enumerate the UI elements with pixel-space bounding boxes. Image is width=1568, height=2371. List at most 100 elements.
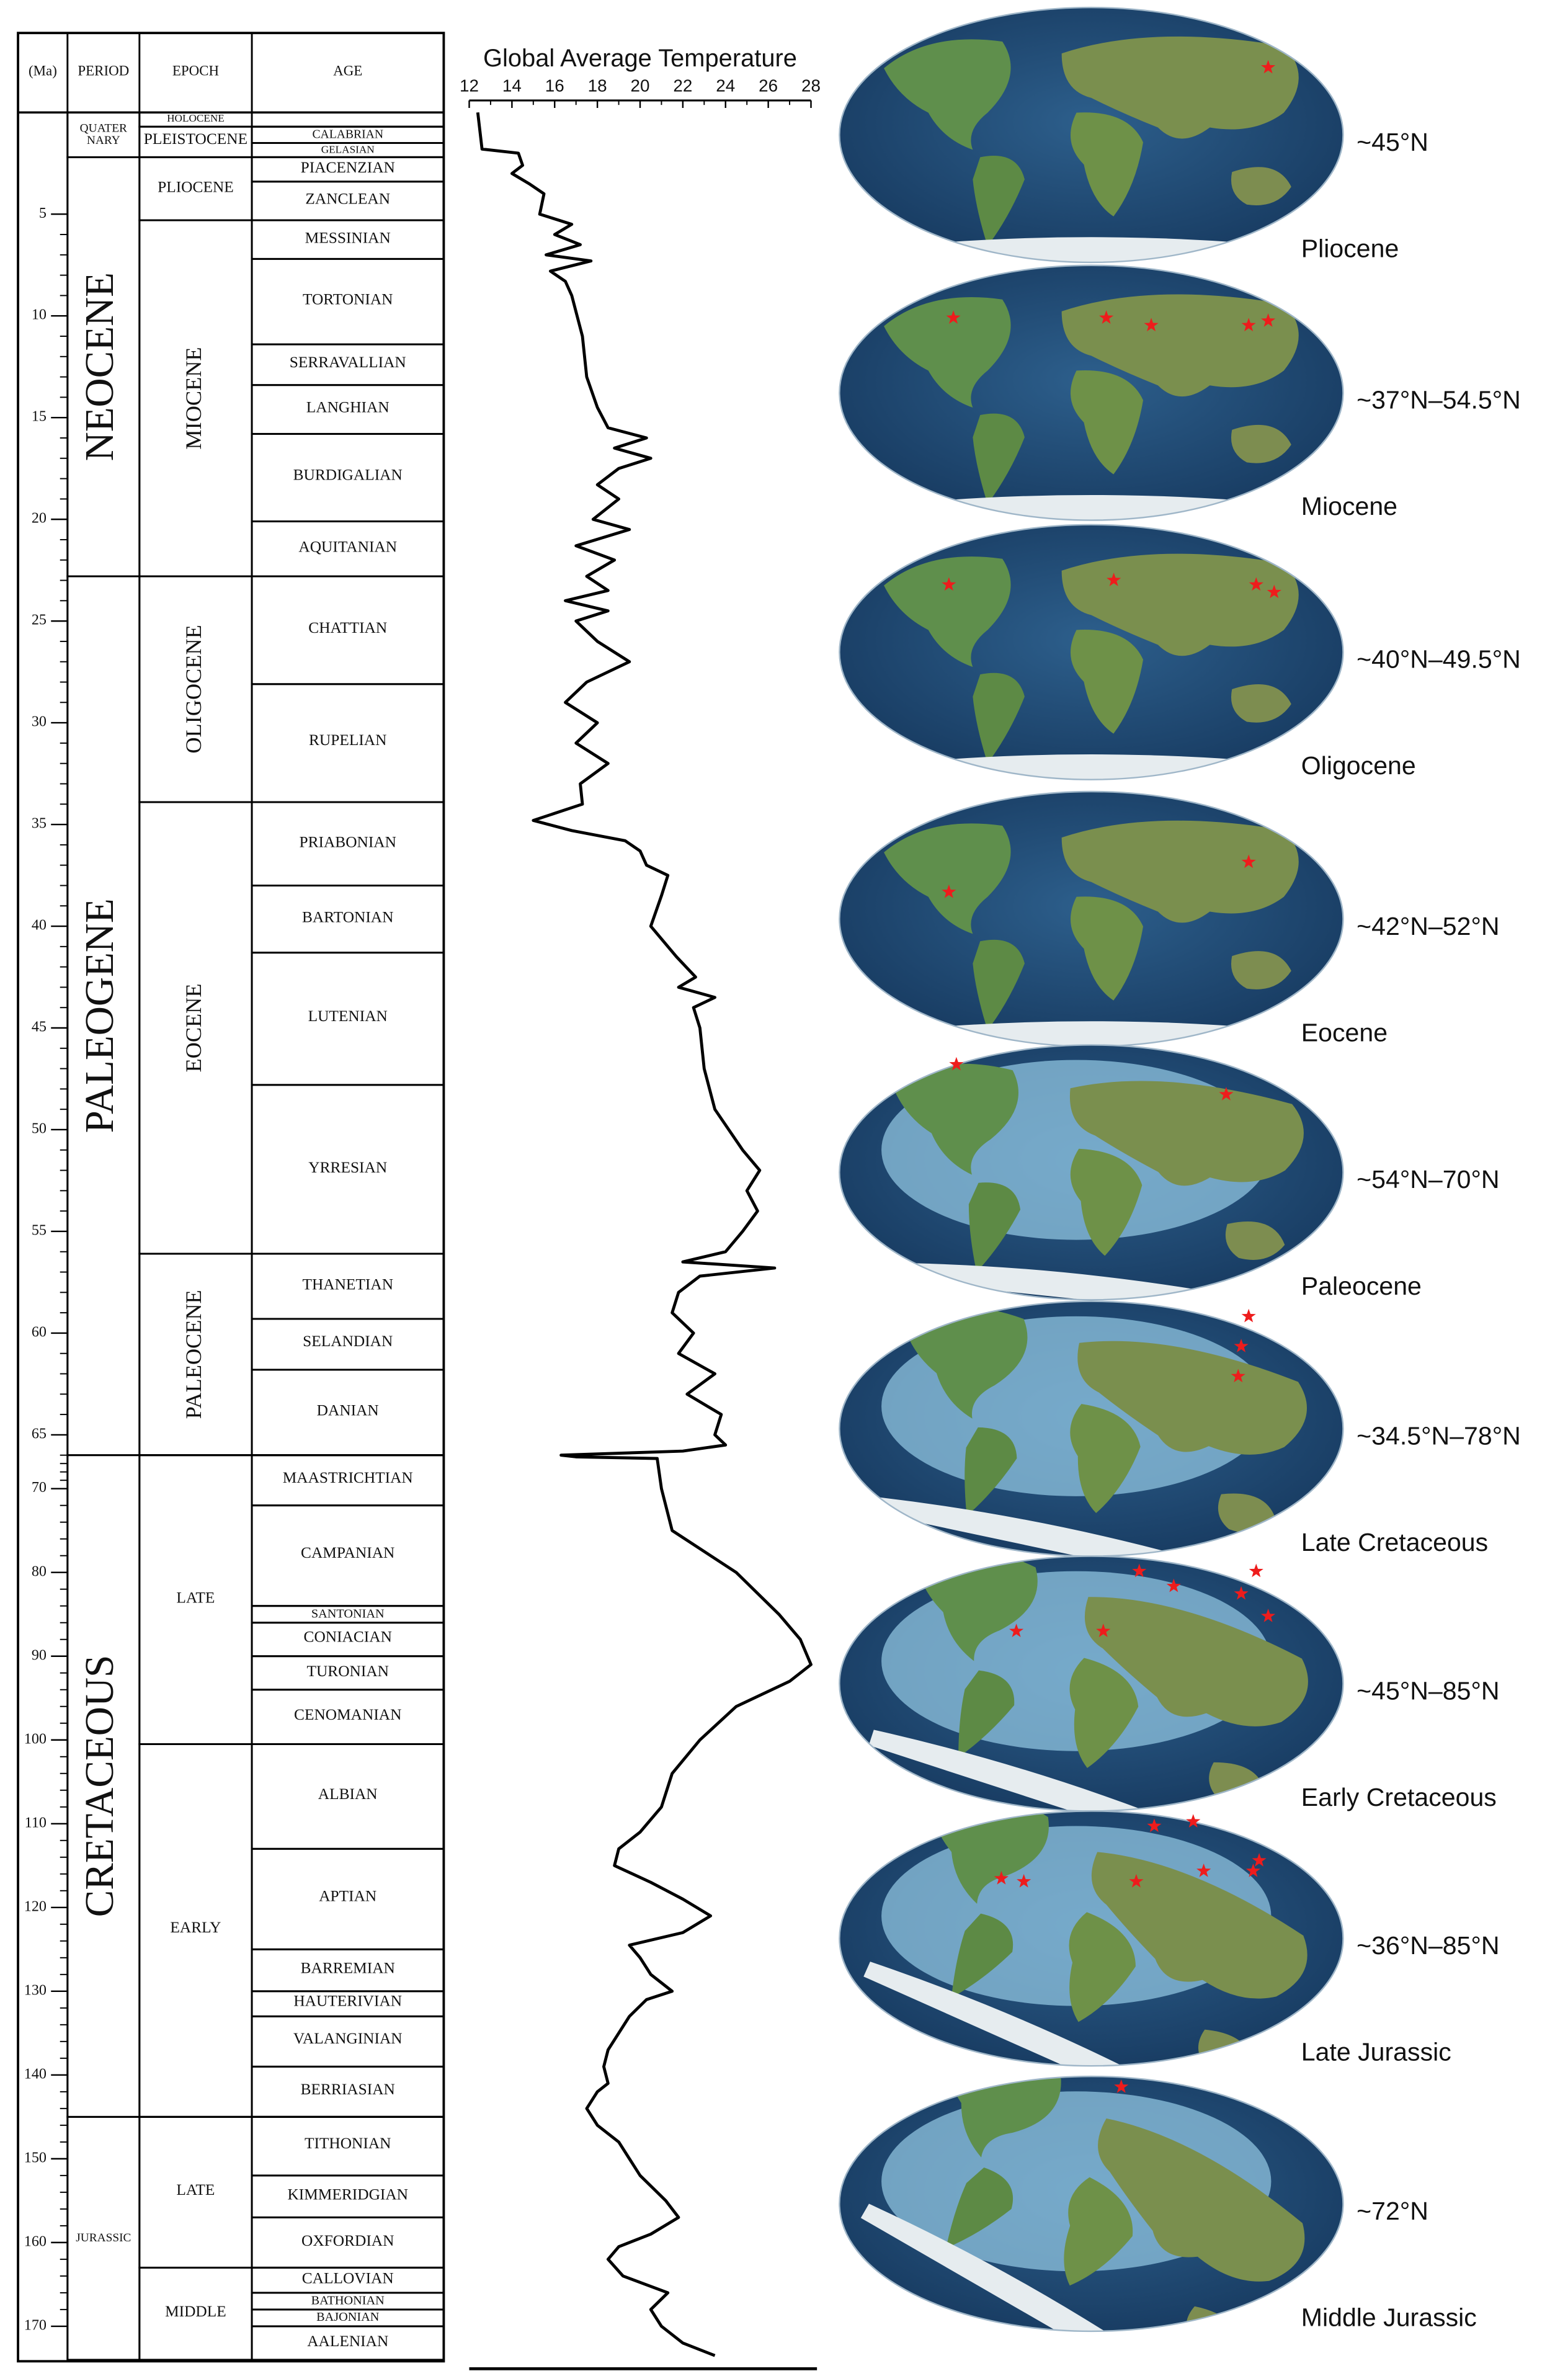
cell-label: VALANGINIAN: [293, 2032, 403, 2048]
cell-label: MIDDLE: [165, 2304, 226, 2321]
map-latitude: ~37°N–54.5°N: [1356, 386, 1521, 414]
cell-label: BURDIGALIAN: [293, 468, 403, 484]
cell-label: OXFORDIAN: [301, 2233, 394, 2250]
cell-text: HAUTERIVIAN: [293, 1994, 403, 2011]
cell-label: GELASIAN: [321, 143, 375, 156]
cell-text: EARLY: [170, 1921, 221, 1938]
map-epoch: Eocene: [1301, 1018, 1388, 1047]
ma-tick-label: 120: [24, 1898, 47, 1914]
cell-text: CAMPANIAN: [301, 1546, 395, 1563]
cell-label: QUATER NARY: [79, 121, 127, 147]
cell-text: SELANDIAN: [303, 1334, 393, 1352]
cell-label: BATHONIAN: [311, 2293, 385, 2306]
cell-label: PRIABONIAN: [299, 834, 396, 851]
ma-tick-label: 20: [32, 510, 47, 527]
map-land-group: [854, 1556, 1319, 1811]
cell-text: AQUITANIAN: [298, 539, 398, 556]
cell-label: AQUITANIAN: [298, 539, 398, 556]
cell-label: PLIOCENE: [158, 179, 234, 196]
cell-text: MIDDLE: [165, 2304, 226, 2321]
cell-text: APTIAN: [319, 1890, 377, 1906]
header-label: EPOCH: [172, 63, 219, 78]
header-label: (Ma): [29, 63, 57, 78]
cell-text: MAASTRICHTIAN: [282, 1471, 413, 1488]
cell-label: TITHONIAN: [304, 2137, 391, 2154]
cell-label: SERRAVALLIAN: [290, 355, 406, 371]
cell-label: BAJONIAN: [316, 2310, 379, 2323]
ma-tick-label: 130: [24, 1981, 47, 1998]
ma-tick-label: 50: [32, 1120, 47, 1137]
ma-tick-label: 35: [32, 815, 47, 832]
ma-tick-label: 70: [32, 1479, 47, 1496]
cell-text: QUATER NARY: [79, 121, 127, 147]
vertical-label: MIOCENE: [181, 347, 206, 449]
cell-label: BARREMIAN: [300, 1960, 395, 1978]
cell-label: CAMPANIAN: [301, 1546, 395, 1563]
cell-text: ZANCLEAN: [305, 191, 391, 208]
x-tick-label: 20: [631, 76, 650, 96]
cell-label: CALABRIAN: [312, 127, 384, 141]
cell-text: PLIOCENE: [158, 179, 234, 196]
cell-text: MESSINIAN: [305, 230, 391, 247]
map: [839, 6, 1344, 264]
cell-text: BARREMIAN: [300, 1960, 395, 1978]
cell-label: SANTONIAN: [311, 1607, 385, 1620]
chart-title: Global Average Temperature: [483, 45, 797, 72]
map-epoch: Late Cretaceous: [1301, 1528, 1488, 1556]
cell-label: THANETIAN: [302, 1277, 394, 1293]
map-latitude: ~34.5°N–78°N: [1356, 1421, 1521, 1450]
map-outline: [839, 6, 1344, 264]
x-tick-label: 16: [545, 76, 564, 96]
cell-label: KIMMERIDGIAN: [287, 2187, 409, 2204]
cell-label: ZANCLEAN: [305, 191, 391, 208]
cell-text: KIMMERIDGIAN: [287, 2187, 409, 2204]
map-latitude: ~36°N–85°N: [1356, 1931, 1499, 1960]
cell-label: CONIACIAN: [304, 1630, 392, 1646]
cell-text: BERRIASIAN: [300, 2082, 395, 2099]
header-label: PERIOD: [78, 63, 129, 78]
cell-label: DANIAN: [317, 1403, 379, 1419]
map-latitude: ~72°N: [1356, 2197, 1428, 2225]
x-tick-label: 26: [759, 76, 778, 96]
cell-text: CALLOVIAN: [301, 2271, 394, 2288]
ma-tick-label: 65: [32, 1425, 47, 1442]
cell-label: CENOMANIAN: [294, 1708, 401, 1724]
map-outline: [839, 1044, 1344, 1301]
cell-text: OXFORDIAN: [301, 2233, 394, 2250]
cell-text: CALABRIAN: [312, 127, 384, 141]
map-epoch: Oligocene: [1301, 751, 1416, 780]
map-outline: [839, 524, 1344, 780]
x-tick-label: 22: [673, 76, 692, 96]
map-land-group: [847, 2076, 1321, 2331]
ma-tick-label: 140: [24, 2065, 47, 2082]
cell-text: CHATTIAN: [308, 620, 388, 638]
timescale-table: (Ma) PERIOD EPOCH AGE QUATER NARY NEOCENE PALE…: [17, 32, 445, 2363]
cell-text: JURASSIC: [76, 2231, 131, 2244]
ma-tick-label: 160: [24, 2233, 47, 2249]
cell-text: TURONIAN: [306, 1663, 389, 1681]
cell-text: PRIABONIAN: [299, 834, 396, 851]
ma-tick-label: 110: [25, 1814, 47, 1831]
cell-text: BARTONIAN: [301, 909, 394, 926]
cell-text: AALENIAN: [307, 2333, 389, 2351]
cell-text: LANGHIAN: [306, 400, 390, 417]
cell-label: BARTONIAN: [301, 909, 394, 926]
cell-label: YRRESIAN: [308, 1160, 387, 1176]
cell-text: THANETIAN: [302, 1277, 394, 1293]
ma-tick-label: 150: [24, 2149, 47, 2166]
map-outline: [839, 2075, 1344, 2333]
x-tick-label: 14: [502, 76, 522, 96]
cell-label: JURASSIC: [76, 2231, 131, 2244]
map-latitude: ~42°N–52°N: [1356, 912, 1499, 940]
cell-text: ALBIAN: [318, 1787, 378, 1804]
cell-text: TITHONIAN: [304, 2137, 391, 2154]
ma-tick-label: 10: [32, 306, 47, 323]
cell-text: LUTENIAN: [308, 1009, 388, 1026]
cell-text: GELASIAN: [321, 143, 375, 156]
map-epoch: Late Jurassic: [1301, 2038, 1451, 2066]
vertical-label: NEOCENE: [78, 272, 122, 461]
vertical-label: EOCENE: [181, 984, 206, 1073]
map-land-group: [862, 1301, 1315, 1556]
